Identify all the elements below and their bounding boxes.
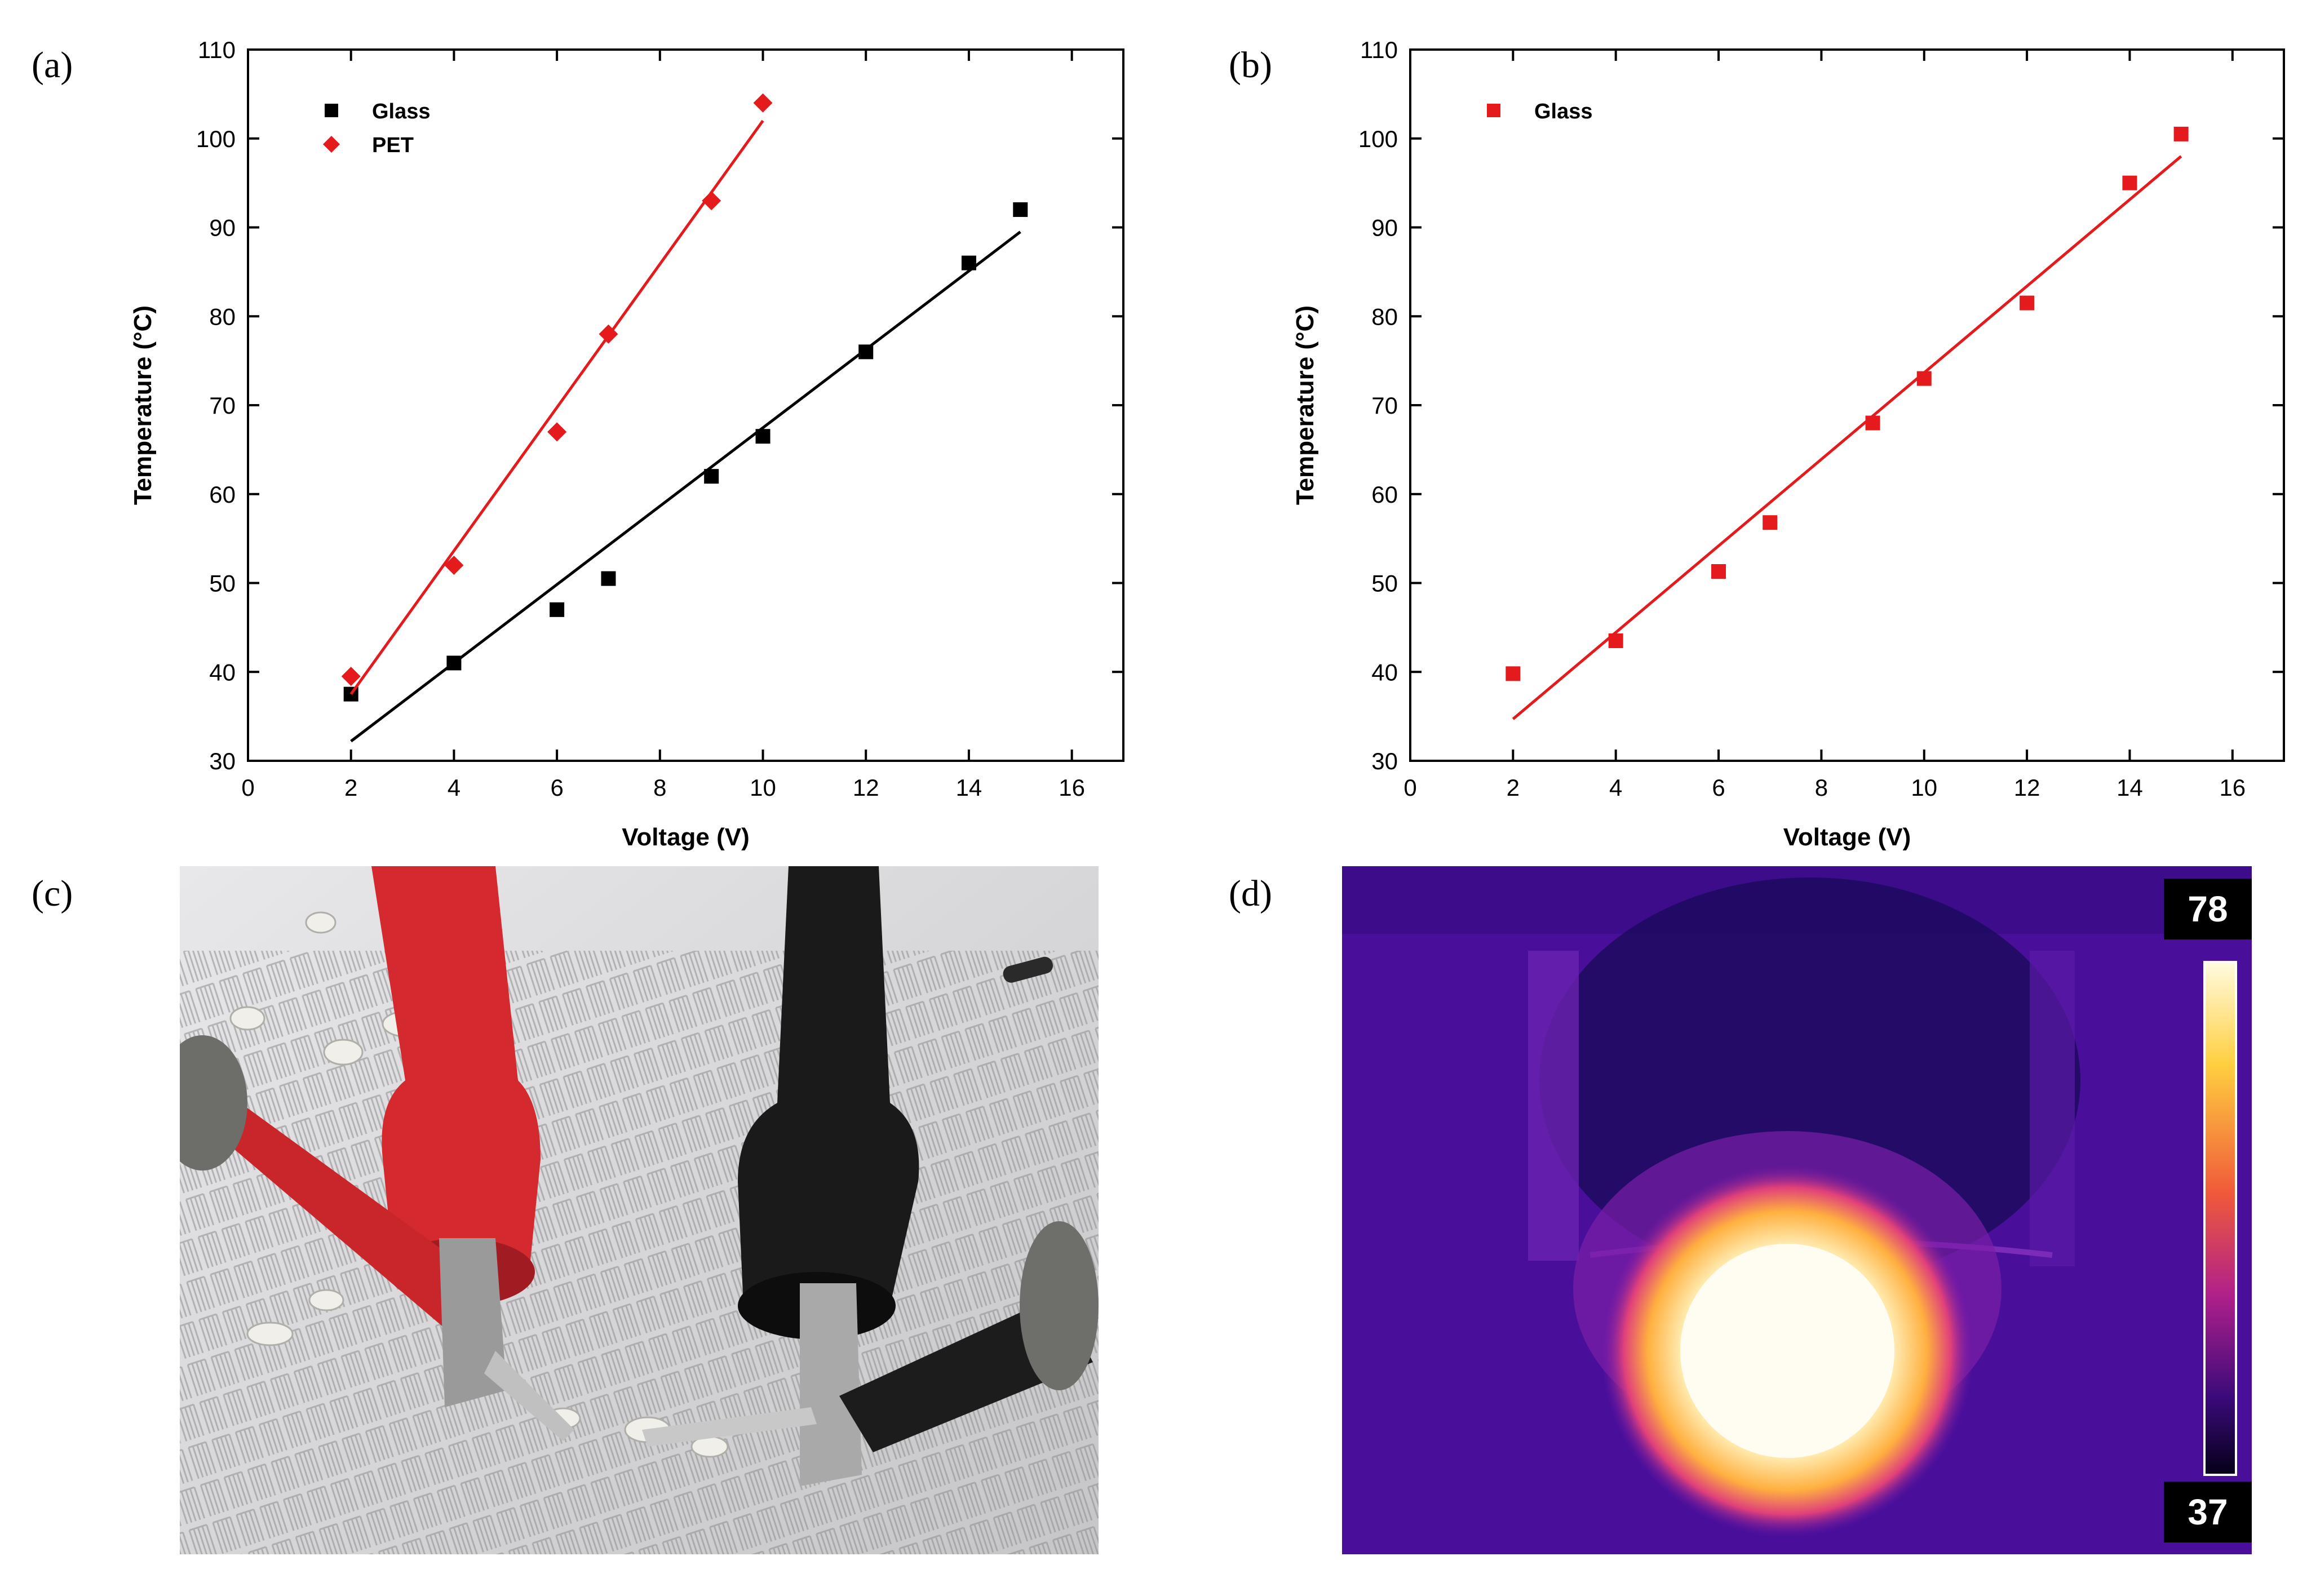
thermal-illustration <box>1342 866 2252 1554</box>
y-tick-label: 60 <box>209 481 236 508</box>
data-point-glass <box>1763 515 1778 530</box>
data-point-glass <box>446 655 462 671</box>
data-point-pet <box>547 422 567 442</box>
x-tick-label: 6 <box>1712 774 1725 801</box>
legend-label: Glass <box>1534 100 1593 123</box>
y-tick-label: 100 <box>196 126 236 152</box>
thermal-scale-max: 78 <box>2164 879 2252 939</box>
y-tick-label: 30 <box>1371 748 1398 774</box>
y-tick-label: 90 <box>1371 215 1398 241</box>
plot-frame <box>1409 48 2285 762</box>
data-point-glass <box>1865 415 1880 431</box>
x-tick-label: 4 <box>448 774 460 801</box>
panel-label-c: (c) <box>32 873 73 914</box>
chart-a: 0 2 4 6 8 10 12 14 16 30 40 50 60 70 80 90 100 110 Voltage… <box>129 37 1124 851</box>
data-point-glass <box>1505 666 1521 681</box>
y-axis-label: Temperature (°C) <box>129 305 157 505</box>
legend-marker <box>325 104 338 117</box>
thermal-image: 78 37 <box>1342 866 2252 1554</box>
data-point-glass <box>1013 202 1028 217</box>
panel-label-d: (d) <box>1229 873 1272 914</box>
y-tick-label: 60 <box>1371 481 1398 508</box>
data-point-glass <box>704 469 719 484</box>
data-point-pet <box>702 191 721 211</box>
fit-line-glass <box>350 230 1021 743</box>
legend-marker <box>323 136 340 153</box>
x-tick-label: 12 <box>2014 774 2040 801</box>
x-tick-label: 16 <box>1059 774 1085 801</box>
data-point-pet <box>444 555 464 575</box>
data-point-pet <box>599 324 618 344</box>
x-tick-label: 4 <box>1609 774 1622 801</box>
data-point-glass <box>2020 295 2035 311</box>
fit-line-pet <box>349 119 764 695</box>
data-point-glass <box>2122 175 2137 190</box>
photo-probes <box>180 866 1099 1554</box>
chart-b: 0 2 4 6 8 10 12 14 16 30 40 50 60 70 80 90 100 110 Voltage… <box>1291 37 2285 851</box>
y-tick-label: 70 <box>1371 392 1398 419</box>
charts-layer: 0 2 4 6 8 10 12 14 1630405060708090100110Voltage… <box>129 37 2285 851</box>
data-point-glass <box>1916 371 1932 386</box>
y-tick-label: 40 <box>209 659 236 685</box>
x-tick-label: 14 <box>2116 774 2143 801</box>
x-tick-label: 8 <box>1815 774 1828 801</box>
thermal-scale-min: 37 <box>2164 1482 2252 1542</box>
x-tick-label: 10 <box>750 774 776 801</box>
y-tick-label: 40 <box>1371 659 1398 685</box>
panel-label-a: (a) <box>32 45 73 86</box>
y-tick-label: 80 <box>1371 303 1398 330</box>
data-point-glass <box>2173 126 2189 141</box>
x-axis-label: Voltage (V) <box>1783 823 1911 851</box>
panel-label-b: (b) <box>1229 45 1272 86</box>
y-tick-label: 100 <box>1358 126 1398 152</box>
legend-label: Glass <box>372 100 431 123</box>
fit-line-glass <box>1512 155 2182 720</box>
y-tick-label: 50 <box>1371 570 1398 597</box>
data-point-glass <box>1608 633 1623 649</box>
x-tick-label: 12 <box>853 774 879 801</box>
x-tick-label: 8 <box>653 774 666 801</box>
data-point-pet <box>753 93 773 113</box>
y-tick-label: 90 <box>209 215 236 241</box>
y-tick-label: 80 <box>209 303 236 330</box>
y-axis-label: Temperature (°C) <box>1291 305 1319 505</box>
x-axis-label: Voltage (V) <box>622 823 750 851</box>
data-point-glass <box>1711 564 1726 579</box>
x-tick-label: 14 <box>956 774 982 801</box>
x-tick-label: 2 <box>344 774 357 801</box>
data-point-pet <box>341 667 361 686</box>
data-point-glass <box>601 571 616 586</box>
x-tick-label: 2 <box>1507 774 1520 801</box>
data-point-glass <box>550 602 565 617</box>
legend-label: PET <box>372 134 414 157</box>
data-point-glass <box>858 344 874 360</box>
x-tick-label: 10 <box>1911 774 1937 801</box>
x-tick-label: 0 <box>1403 774 1416 801</box>
legend-marker <box>1487 104 1500 117</box>
x-tick-label: 16 <box>2219 774 2246 801</box>
x-tick-label: 0 <box>241 774 254 801</box>
y-tick-label: 30 <box>209 748 236 774</box>
data-point-glass <box>961 255 976 271</box>
y-tick-label: 70 <box>209 392 236 419</box>
y-tick-label: 50 <box>209 570 236 597</box>
x-tick-label: 6 <box>550 774 563 801</box>
y-tick-label: 110 <box>1360 37 1398 63</box>
probes-illustration <box>180 866 1099 1554</box>
y-tick-label: 110 <box>198 37 236 63</box>
data-point-glass <box>755 429 771 444</box>
